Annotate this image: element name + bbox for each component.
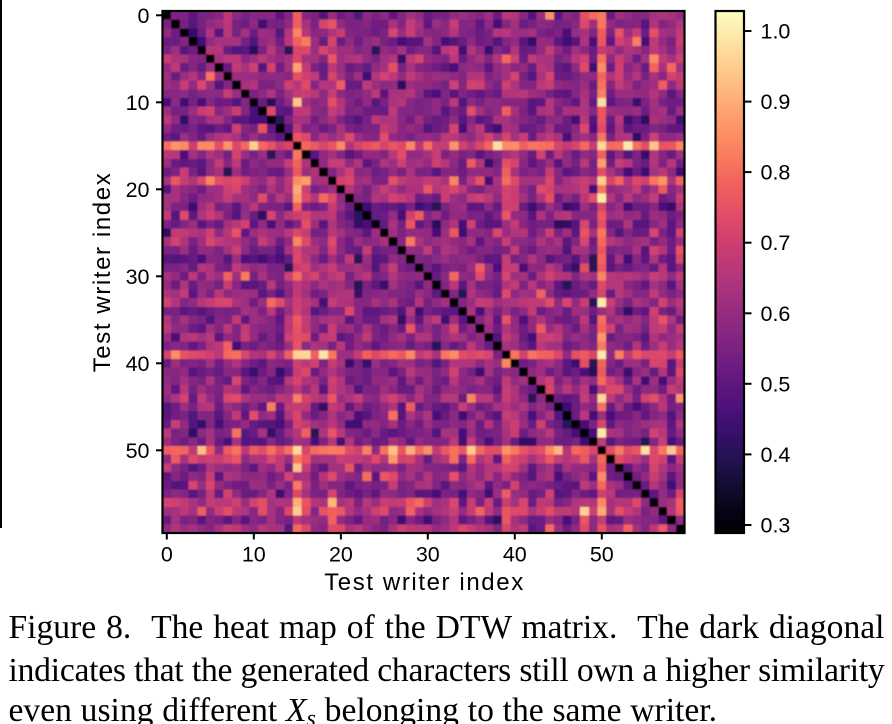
svg-text:0.4: 0.4 [761, 443, 791, 467]
svg-text:0: 0 [138, 4, 150, 28]
svg-text:20: 20 [329, 543, 353, 567]
svg-text:40: 40 [503, 543, 527, 567]
svg-text:50: 50 [590, 543, 614, 567]
svg-text:0: 0 [161, 543, 173, 567]
svg-text:20: 20 [126, 178, 150, 202]
svg-text:10: 10 [242, 543, 266, 567]
svg-text:10: 10 [126, 91, 150, 115]
svg-text:Test writer index: Test writer index [89, 172, 116, 373]
svg-text:40: 40 [126, 352, 150, 376]
svg-text:1.0: 1.0 [761, 20, 791, 44]
svg-text:0.7: 0.7 [761, 231, 791, 255]
svg-text:50: 50 [126, 439, 150, 463]
svg-text:Test writer index: Test writer index [324, 569, 525, 596]
svg-text:0.3: 0.3 [761, 514, 791, 538]
svg-text:30: 30 [416, 543, 440, 567]
svg-text:0.6: 0.6 [761, 302, 791, 326]
svg-text:0.5: 0.5 [761, 372, 791, 396]
svg-text:30: 30 [126, 265, 150, 289]
svg-text:0.8: 0.8 [761, 161, 791, 185]
svg-text:0.9: 0.9 [761, 90, 791, 114]
